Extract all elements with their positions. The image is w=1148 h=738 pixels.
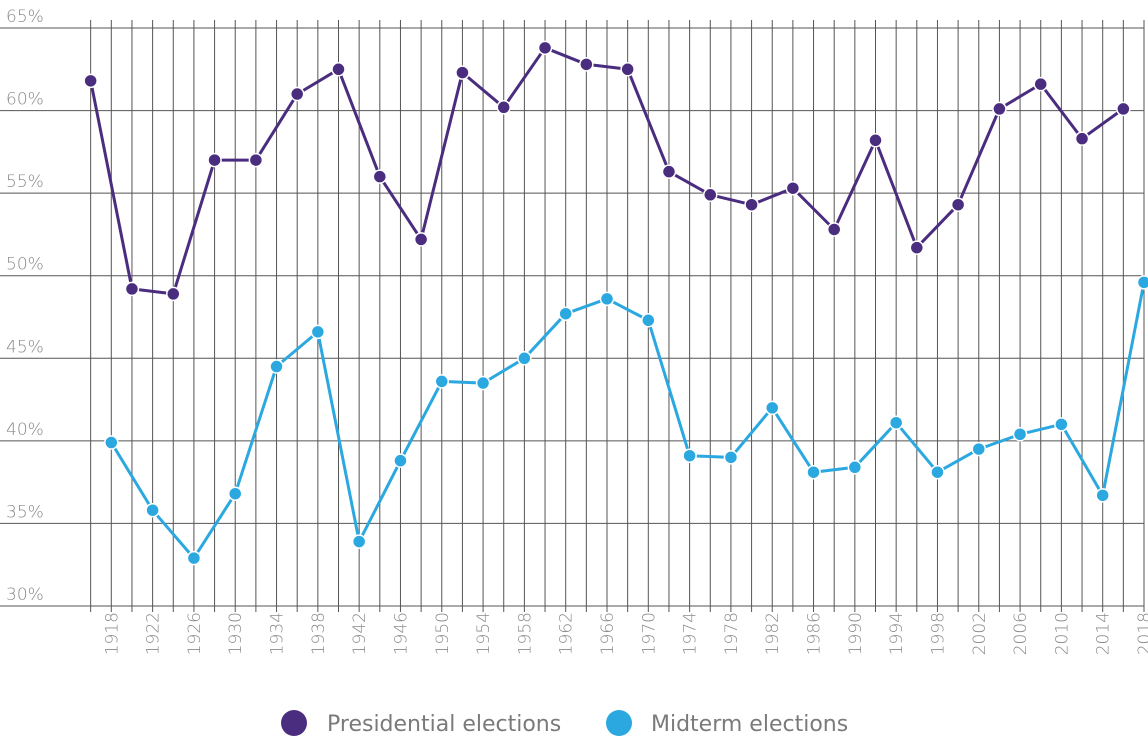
data-point-midterm [599, 291, 615, 307]
x-tick-label: 1950 [433, 612, 453, 655]
x-tick-label: 1942 [350, 612, 370, 655]
data-point-presidential [1116, 101, 1131, 117]
x-tick-label: 1918 [102, 612, 122, 655]
x-tick-label: 1978 [722, 612, 742, 655]
data-point-midterm [723, 450, 739, 465]
data-point-presidential [703, 187, 718, 203]
data-point-presidential [207, 152, 222, 168]
x-tick-label: 1970 [639, 612, 659, 655]
y-tick-label: 35% [6, 502, 44, 522]
data-point-presidential [248, 152, 264, 168]
y-tick-label: 60% [6, 90, 44, 110]
data-point-presidential [909, 240, 925, 255]
data-point-midterm [310, 324, 326, 340]
y-tick-label: 50% [6, 255, 44, 275]
data-point-presidential [579, 57, 594, 72]
y-axis: 30% 35% 40% 45% 50% 55% 60% 65% [6, 7, 44, 605]
legend-marker-presidential [281, 710, 307, 736]
y-tick-label: 45% [6, 337, 44, 357]
data-point-midterm [847, 460, 863, 475]
data-point-midterm [434, 374, 450, 389]
x-tick-label: 1922 [144, 612, 164, 655]
data-point-midterm [351, 534, 367, 549]
data-point-presidential [620, 62, 635, 77]
y-tick-label: 30% [6, 585, 44, 605]
series-layer [83, 40, 1148, 566]
data-point-presidential [868, 133, 883, 148]
data-point-presidential [496, 100, 511, 115]
x-tick-label: 1930 [226, 612, 246, 655]
x-tick-label: 1926 [185, 612, 205, 655]
data-point-midterm [641, 313, 656, 328]
data-point-midterm [764, 400, 780, 416]
x-tick-label: 2014 [1094, 612, 1114, 655]
data-point-presidential [950, 197, 966, 212]
data-point-presidential [124, 281, 140, 297]
x-tick-label: 1958 [515, 612, 535, 655]
legend-label-midterm: Midterm elections [651, 712, 848, 737]
data-point-presidential [1033, 76, 1048, 92]
x-tick-label: 1954 [474, 612, 494, 655]
data-point-presidential [413, 232, 429, 247]
data-point-midterm [806, 464, 821, 480]
data-point-presidential [166, 286, 181, 302]
data-point-midterm [517, 351, 532, 366]
data-point-midterm [1136, 275, 1148, 290]
legend-marker-midterm [606, 710, 632, 736]
data-point-midterm [104, 435, 119, 450]
data-point-midterm [930, 464, 945, 480]
data-point-midterm [145, 502, 160, 518]
data-point-presidential [331, 62, 346, 77]
data-point-midterm [186, 550, 202, 566]
x-tick-label: 1946 [391, 612, 411, 655]
x-tick-label: 1974 [681, 612, 701, 655]
data-point-presidential [992, 101, 1007, 117]
data-point-midterm [269, 359, 284, 374]
y-tick-label: 65% [6, 7, 44, 27]
data-point-midterm [393, 453, 408, 468]
x-tick-label: 1938 [309, 612, 329, 655]
x-tick-label: 2018 [1135, 612, 1148, 655]
data-point-presidential [826, 222, 842, 237]
grid [0, 20, 1145, 612]
data-point-presidential [289, 86, 305, 102]
x-tick-label: 1982 [763, 612, 783, 655]
data-point-presidential [1074, 131, 1090, 146]
data-point-midterm [227, 486, 243, 501]
series-line-midterm [110, 282, 1146, 560]
legend-label-presidential: Presidential elections [327, 712, 561, 737]
legend: Presidential elections Midterm elections [281, 710, 848, 737]
y-tick-label: 55% [6, 172, 44, 192]
x-tick-label: 1998 [928, 612, 948, 655]
data-point-presidential [455, 65, 470, 80]
data-point-midterm [1012, 427, 1028, 442]
x-tick-label: 2010 [1052, 612, 1072, 655]
x-axis: 1918 1922 1926 1930 1934 1938 1942 1946 1950 1954… [102, 612, 1148, 655]
data-point-midterm [1095, 488, 1110, 503]
y-tick-label: 40% [6, 420, 44, 440]
data-point-presidential [744, 197, 759, 212]
data-point-presidential [537, 40, 553, 56]
x-tick-label: 1994 [887, 612, 907, 655]
series-line-presidential [89, 46, 1125, 296]
x-tick-label: 1986 [805, 612, 825, 655]
data-point-midterm [888, 415, 904, 430]
x-tick-label: 2002 [970, 612, 990, 655]
data-point-presidential [661, 164, 677, 179]
data-point-midterm [558, 306, 573, 321]
data-point-midterm [1054, 417, 1069, 432]
x-tick-label: 2006 [1011, 612, 1031, 655]
x-tick-label: 1966 [598, 612, 618, 655]
x-tick-label: 1934 [268, 612, 288, 655]
data-point-midterm [475, 375, 491, 391]
x-tick-label: 1990 [846, 612, 866, 655]
data-point-presidential [785, 180, 801, 196]
data-point-midterm [971, 441, 987, 457]
data-point-presidential [372, 169, 388, 184]
x-tick-label: 1962 [557, 612, 577, 655]
data-point-midterm [682, 448, 697, 463]
data-point-presidential [83, 73, 98, 89]
